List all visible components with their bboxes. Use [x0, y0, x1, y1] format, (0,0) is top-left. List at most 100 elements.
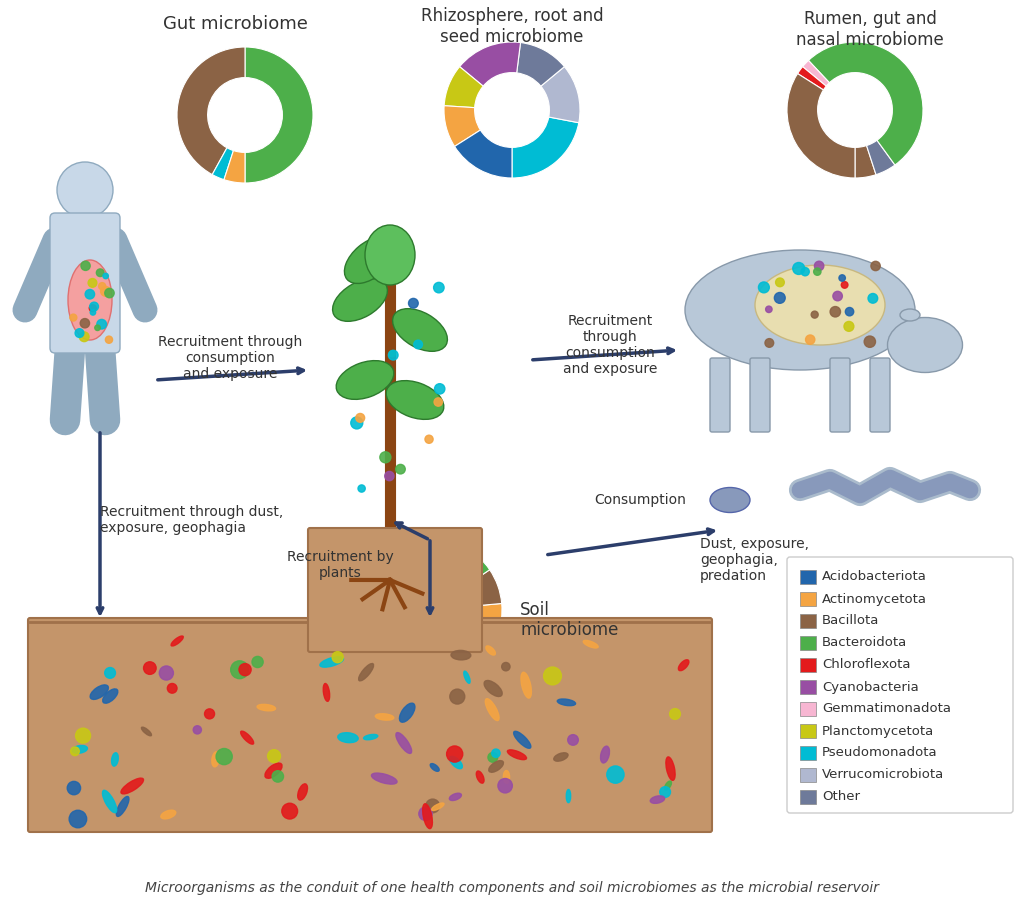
Circle shape	[670, 708, 680, 719]
FancyBboxPatch shape	[800, 702, 816, 716]
Ellipse shape	[900, 309, 920, 321]
Wedge shape	[809, 42, 923, 165]
Circle shape	[426, 799, 439, 813]
Circle shape	[351, 417, 362, 429]
Circle shape	[801, 268, 809, 276]
Wedge shape	[456, 603, 502, 661]
Ellipse shape	[324, 684, 330, 701]
Ellipse shape	[554, 753, 568, 761]
Ellipse shape	[507, 750, 526, 760]
Ellipse shape	[666, 757, 675, 780]
Circle shape	[409, 298, 418, 308]
Ellipse shape	[117, 796, 129, 816]
Circle shape	[57, 162, 113, 218]
Ellipse shape	[102, 689, 118, 703]
Ellipse shape	[333, 278, 387, 321]
Text: Rhizosphere, root and
seed microbiome: Rhizosphere, root and seed microbiome	[421, 7, 603, 45]
Circle shape	[868, 294, 878, 303]
Ellipse shape	[710, 487, 750, 512]
FancyBboxPatch shape	[308, 528, 482, 652]
Text: Dust, exposure,
geophagia,
predation: Dust, exposure, geophagia, predation	[700, 537, 809, 583]
Circle shape	[766, 306, 772, 313]
Circle shape	[143, 662, 156, 675]
Circle shape	[502, 662, 510, 671]
Text: Recruitment
through
consumption
and exposure: Recruitment through consumption and expo…	[563, 314, 657, 376]
Ellipse shape	[464, 671, 470, 683]
Text: Soil
microbiome: Soil microbiome	[520, 600, 618, 639]
Circle shape	[267, 750, 281, 763]
Ellipse shape	[888, 317, 963, 373]
Ellipse shape	[141, 727, 152, 736]
Circle shape	[79, 332, 89, 342]
Text: Gemmatimonadota: Gemmatimonadota	[822, 703, 951, 716]
Circle shape	[420, 322, 429, 332]
Ellipse shape	[451, 650, 471, 660]
Wedge shape	[803, 61, 829, 86]
Circle shape	[385, 472, 394, 481]
Ellipse shape	[68, 260, 112, 340]
Ellipse shape	[584, 640, 598, 648]
Ellipse shape	[336, 361, 394, 399]
Circle shape	[75, 328, 84, 337]
Circle shape	[498, 778, 512, 793]
Circle shape	[89, 305, 96, 312]
Circle shape	[389, 351, 395, 356]
Ellipse shape	[450, 756, 463, 769]
Circle shape	[419, 807, 432, 821]
Circle shape	[68, 782, 81, 795]
FancyBboxPatch shape	[800, 592, 816, 606]
Text: Gut microbiome: Gut microbiome	[163, 15, 307, 33]
Circle shape	[864, 336, 876, 347]
Ellipse shape	[90, 685, 109, 699]
Wedge shape	[177, 47, 245, 174]
Circle shape	[492, 749, 500, 757]
Circle shape	[332, 651, 343, 663]
Circle shape	[395, 464, 406, 474]
Circle shape	[814, 268, 821, 276]
Circle shape	[434, 398, 442, 406]
Text: Bacillota: Bacillota	[822, 615, 880, 628]
Ellipse shape	[319, 657, 343, 668]
Ellipse shape	[665, 781, 672, 790]
Circle shape	[95, 325, 100, 330]
Wedge shape	[376, 548, 412, 586]
Wedge shape	[517, 43, 564, 86]
FancyBboxPatch shape	[800, 570, 816, 584]
Ellipse shape	[257, 705, 275, 711]
Ellipse shape	[344, 237, 395, 284]
Wedge shape	[460, 570, 502, 607]
Wedge shape	[393, 540, 422, 579]
Circle shape	[96, 268, 104, 277]
Circle shape	[98, 283, 105, 289]
Ellipse shape	[171, 636, 183, 646]
Text: Acidobacteriota: Acidobacteriota	[822, 571, 927, 583]
Ellipse shape	[476, 771, 484, 783]
Circle shape	[71, 747, 79, 756]
Ellipse shape	[372, 773, 397, 785]
Circle shape	[104, 288, 114, 297]
Wedge shape	[406, 636, 480, 682]
FancyBboxPatch shape	[28, 618, 712, 832]
Circle shape	[434, 384, 444, 394]
Ellipse shape	[358, 664, 374, 681]
FancyBboxPatch shape	[750, 358, 770, 432]
FancyBboxPatch shape	[787, 557, 1013, 813]
Circle shape	[88, 278, 97, 288]
Circle shape	[76, 728, 90, 743]
Text: Other: Other	[822, 791, 860, 804]
Wedge shape	[460, 42, 520, 86]
Ellipse shape	[485, 698, 499, 720]
Wedge shape	[787, 73, 855, 178]
FancyBboxPatch shape	[800, 768, 816, 782]
Circle shape	[814, 261, 824, 270]
Circle shape	[775, 278, 784, 287]
Wedge shape	[415, 538, 437, 575]
Circle shape	[90, 309, 95, 315]
Circle shape	[759, 282, 769, 293]
Ellipse shape	[396, 733, 412, 754]
Wedge shape	[444, 106, 480, 146]
Text: Recruitment through
consumption
and exposure: Recruitment through consumption and expo…	[158, 335, 302, 381]
Circle shape	[830, 307, 841, 317]
Ellipse shape	[650, 795, 665, 804]
Circle shape	[104, 668, 116, 678]
